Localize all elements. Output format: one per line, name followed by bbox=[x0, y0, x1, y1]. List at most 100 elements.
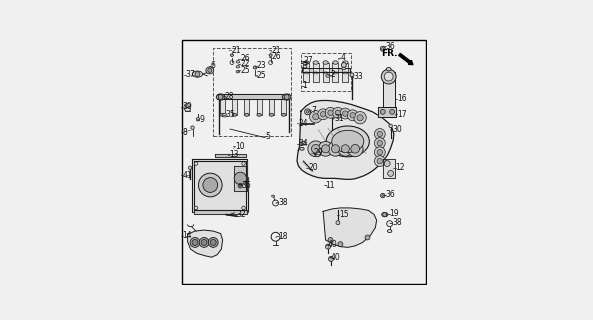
Ellipse shape bbox=[282, 113, 286, 116]
Circle shape bbox=[195, 206, 197, 210]
Text: 13: 13 bbox=[229, 150, 239, 159]
Circle shape bbox=[201, 239, 207, 245]
Ellipse shape bbox=[342, 67, 346, 70]
Ellipse shape bbox=[301, 141, 306, 145]
Circle shape bbox=[341, 145, 349, 153]
Text: 2: 2 bbox=[330, 70, 335, 79]
Text: 15: 15 bbox=[339, 210, 349, 219]
Circle shape bbox=[234, 172, 247, 185]
Ellipse shape bbox=[206, 67, 213, 74]
Circle shape bbox=[338, 242, 343, 247]
Text: 41: 41 bbox=[183, 171, 192, 180]
Polygon shape bbox=[193, 210, 247, 214]
Text: 6: 6 bbox=[211, 61, 216, 70]
Polygon shape bbox=[302, 68, 350, 72]
Text: 25: 25 bbox=[257, 71, 266, 80]
Ellipse shape bbox=[326, 126, 369, 157]
Polygon shape bbox=[323, 208, 377, 247]
Ellipse shape bbox=[236, 60, 240, 63]
Text: 18: 18 bbox=[278, 231, 288, 241]
Polygon shape bbox=[244, 99, 249, 115]
Circle shape bbox=[318, 141, 333, 156]
Circle shape bbox=[211, 239, 216, 245]
Text: 29: 29 bbox=[313, 148, 323, 157]
Circle shape bbox=[321, 145, 330, 153]
Text: 7: 7 bbox=[311, 106, 316, 115]
Circle shape bbox=[191, 126, 195, 129]
Circle shape bbox=[350, 113, 355, 118]
Ellipse shape bbox=[382, 212, 388, 217]
Circle shape bbox=[374, 147, 385, 158]
Circle shape bbox=[390, 109, 394, 114]
Circle shape bbox=[382, 195, 384, 196]
Polygon shape bbox=[382, 72, 394, 107]
Text: 14: 14 bbox=[183, 231, 192, 240]
Circle shape bbox=[314, 151, 320, 157]
Text: 40: 40 bbox=[330, 253, 340, 262]
Circle shape bbox=[208, 68, 212, 72]
Polygon shape bbox=[313, 63, 318, 82]
Circle shape bbox=[350, 73, 354, 77]
Circle shape bbox=[374, 138, 385, 148]
Ellipse shape bbox=[236, 70, 240, 73]
Circle shape bbox=[325, 108, 336, 118]
Polygon shape bbox=[269, 99, 274, 115]
Polygon shape bbox=[234, 166, 247, 191]
Ellipse shape bbox=[253, 66, 257, 69]
Ellipse shape bbox=[184, 104, 191, 107]
Polygon shape bbox=[297, 100, 394, 179]
Circle shape bbox=[192, 239, 198, 245]
Text: 24: 24 bbox=[298, 119, 308, 128]
Circle shape bbox=[328, 110, 333, 116]
Circle shape bbox=[384, 161, 390, 166]
Text: 21: 21 bbox=[272, 46, 281, 55]
Ellipse shape bbox=[192, 71, 203, 77]
Text: 23: 23 bbox=[257, 61, 266, 70]
Circle shape bbox=[374, 129, 385, 140]
Circle shape bbox=[305, 109, 311, 115]
Circle shape bbox=[307, 111, 309, 113]
Circle shape bbox=[381, 47, 384, 50]
Circle shape bbox=[195, 162, 197, 165]
Ellipse shape bbox=[333, 61, 338, 64]
Polygon shape bbox=[219, 99, 225, 115]
Text: 20: 20 bbox=[308, 163, 318, 172]
Polygon shape bbox=[232, 99, 237, 115]
Polygon shape bbox=[215, 154, 246, 157]
Circle shape bbox=[382, 212, 387, 217]
Ellipse shape bbox=[386, 68, 391, 71]
Ellipse shape bbox=[272, 195, 275, 197]
Circle shape bbox=[242, 206, 246, 210]
Circle shape bbox=[308, 141, 324, 157]
Text: 3: 3 bbox=[302, 62, 308, 71]
Circle shape bbox=[377, 131, 382, 137]
Text: 40: 40 bbox=[328, 240, 338, 249]
Ellipse shape bbox=[323, 61, 329, 64]
Text: 33: 33 bbox=[353, 72, 363, 81]
Circle shape bbox=[377, 158, 382, 164]
Ellipse shape bbox=[269, 113, 273, 116]
Ellipse shape bbox=[231, 54, 234, 56]
Circle shape bbox=[377, 149, 382, 155]
Text: 38: 38 bbox=[392, 218, 401, 227]
Circle shape bbox=[196, 117, 200, 121]
Text: 36: 36 bbox=[385, 42, 396, 51]
Circle shape bbox=[320, 112, 326, 117]
Circle shape bbox=[384, 72, 393, 81]
Circle shape bbox=[347, 141, 363, 157]
Ellipse shape bbox=[220, 113, 224, 116]
Text: 35: 35 bbox=[225, 110, 235, 119]
Ellipse shape bbox=[331, 130, 364, 153]
Circle shape bbox=[328, 141, 343, 156]
Circle shape bbox=[389, 124, 393, 128]
Circle shape bbox=[377, 140, 382, 146]
Circle shape bbox=[357, 115, 363, 121]
Circle shape bbox=[381, 69, 396, 84]
Circle shape bbox=[342, 62, 346, 68]
Text: 19: 19 bbox=[390, 209, 399, 218]
Circle shape bbox=[310, 111, 322, 123]
Text: 26: 26 bbox=[240, 54, 250, 63]
Polygon shape bbox=[217, 94, 289, 99]
Polygon shape bbox=[193, 161, 246, 210]
Polygon shape bbox=[187, 230, 222, 257]
